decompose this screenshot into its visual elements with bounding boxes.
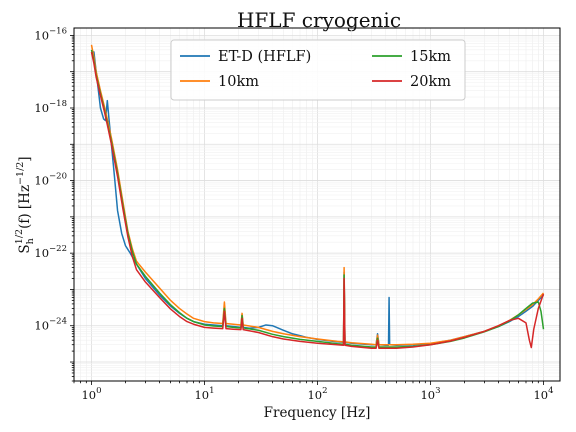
y-tick-label-base: 10 <box>34 101 49 115</box>
series-line-4 <box>90 51 545 349</box>
y-tick-label-exp: −18 <box>49 99 67 109</box>
legend-label-4: 20km <box>410 74 451 90</box>
x-tick-label-exp: 3 <box>435 386 440 396</box>
legend-label-1: ET-D (HFLF) <box>218 49 311 65</box>
x-tick-label: 100 <box>81 386 101 402</box>
y-tick-label: 10−24 <box>34 317 67 333</box>
y-tick-label: 10−20 <box>34 172 67 188</box>
y-axis-label: Sh1/2(f) [Hz−1/2] <box>14 156 36 253</box>
legend-label-3: 15km <box>410 49 451 65</box>
x-tick-label-base: 10 <box>307 388 322 402</box>
y-axis-label-close: ] <box>17 156 33 161</box>
y-tick-label-exp: −24 <box>49 317 67 327</box>
y-axis-label-sub: h <box>25 238 36 244</box>
x-tick-label-base: 10 <box>533 388 548 402</box>
y-tick-label: 10−18 <box>34 99 67 115</box>
y-axis-label-sup: 1/2 <box>14 229 25 244</box>
axis-ticks <box>70 35 544 385</box>
x-tick-label: 101 <box>194 386 214 402</box>
y-tick-label-base: 10 <box>34 174 49 188</box>
y-tick-label-exp: −20 <box>49 172 67 182</box>
x-tick-label-exp: 2 <box>322 386 327 396</box>
y-axis-label-main: S <box>17 244 33 253</box>
legend-box <box>170 39 466 101</box>
x-axis-label: Frequency [Hz] <box>264 405 371 421</box>
y-tick-label-base: 10 <box>34 319 49 333</box>
y-axis-label-unit-sup: −1/2 <box>15 162 26 185</box>
y-tick-label-base: 10 <box>34 28 49 42</box>
x-tick-label: 104 <box>533 386 553 402</box>
x-tick-label-exp: 4 <box>548 386 553 396</box>
x-tick-label-base: 10 <box>194 388 209 402</box>
x-tick-label: 103 <box>420 386 440 402</box>
y-tick-label: 10−16 <box>34 26 67 42</box>
x-tick-label-base: 10 <box>420 388 435 402</box>
series-layer <box>90 44 545 349</box>
x-tick-label-exp: 0 <box>96 386 101 396</box>
y-axis-label-rest: (f) [Hz <box>17 185 33 229</box>
y-tick-label-exp: −22 <box>49 244 67 254</box>
legend-label-2: 10km <box>218 74 259 90</box>
y-tick-label: 10−22 <box>34 244 67 260</box>
x-tick-label: 102 <box>307 386 327 402</box>
x-tick-label-exp: 1 <box>209 386 214 396</box>
plot-frame <box>73 27 561 382</box>
y-tick-label-base: 10 <box>34 246 49 260</box>
legend: ET-D (HFLF) 10km 15km 20km <box>170 39 466 101</box>
y-tick-label-exp: −16 <box>49 26 67 36</box>
x-tick-label-base: 10 <box>81 388 96 402</box>
